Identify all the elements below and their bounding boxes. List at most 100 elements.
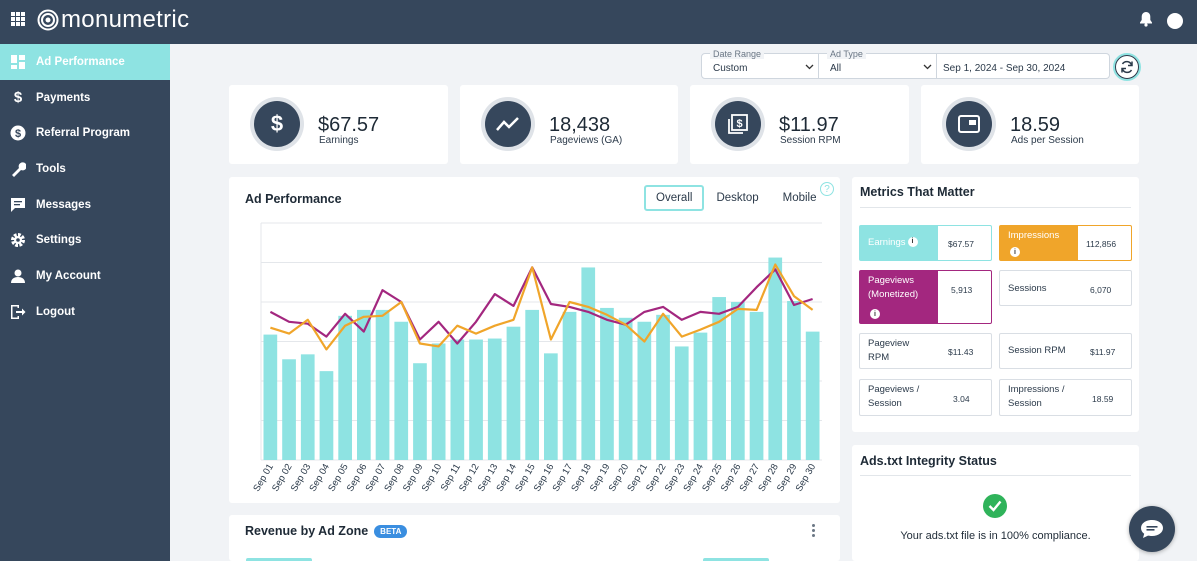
date-range-value: Custom	[713, 63, 748, 74]
kpi-value: 18.59	[1010, 114, 1061, 136]
user-icon	[10, 268, 26, 284]
sidebar-item-settings[interactable]: Settings	[0, 222, 170, 258]
zone-tab-indicator[interactable]	[246, 558, 312, 561]
tab-overall[interactable]: Overall	[644, 185, 705, 211]
kpi-value: 18,438	[549, 114, 611, 136]
date-range-select[interactable]: Date Range Custom	[701, 50, 819, 79]
sidebar-item-tools[interactable]: Tools	[0, 151, 170, 187]
chart-bar	[712, 297, 726, 460]
kpi-label: Pageviews (GA)	[550, 135, 623, 146]
revenue-by-zone-title: Revenue by Ad Zone BETA	[245, 524, 408, 539]
sidebar-item-label: Payments	[36, 91, 91, 104]
chart-bar	[319, 371, 334, 460]
chart-bar	[338, 315, 352, 460]
metric-earnings: Earnings i $67.57	[859, 225, 992, 261]
ad-type-value: All	[830, 63, 842, 74]
chart-bar	[731, 302, 745, 460]
kpi-icon-circle	[481, 97, 535, 151]
metric-value: 112,856	[1086, 239, 1117, 249]
kpi-card-session-rpm: $ $11.97 Session RPM	[690, 85, 909, 164]
ads-txt-divider	[860, 475, 1131, 476]
sidebar-item-referral-program[interactable]: $ Referral Program	[0, 115, 170, 151]
sidebar-item-label: Referral Program	[36, 127, 130, 140]
chevron-down-icon	[923, 64, 932, 70]
kpi-label: Session RPM	[780, 135, 841, 146]
metric-label: Pageviews / Session	[868, 384, 920, 409]
sidebar-item-my-account[interactable]: My Account	[0, 258, 170, 294]
tab-desktop[interactable]: Desktop	[716, 192, 759, 204]
refresh-button[interactable]	[1115, 55, 1139, 79]
chart-bar	[805, 331, 820, 460]
zone-toggle-indicator[interactable]	[703, 558, 769, 561]
metric-value: 6,070	[1090, 285, 1112, 295]
referral-icon: $	[10, 125, 26, 141]
chart-bar	[618, 317, 633, 460]
metric-sessions: Sessions 6,070	[999, 270, 1132, 306]
refresh-focus-ring	[1113, 53, 1141, 81]
chart-bar	[506, 326, 521, 460]
chat-launcher-button[interactable]	[1129, 506, 1175, 552]
sidebar-item-messages[interactable]: Messages	[0, 187, 170, 223]
date-picker-input[interactable]: Sep 1, 2024 - Sep 30, 2024	[937, 53, 1110, 79]
kpi-label: Earnings	[319, 135, 359, 146]
device-tabs: Overall Desktop Mobile	[644, 185, 829, 211]
date-range-text: Sep 1, 2024 - Sep 30, 2024	[943, 63, 1066, 74]
money-stack-icon: $	[728, 114, 748, 134]
beta-badge: BETA	[374, 525, 408, 539]
help-icon[interactable]: ?	[820, 182, 834, 196]
more-options-icon[interactable]	[812, 524, 816, 539]
ads-txt-message: Your ads.txt file is in 100% compliance.	[900, 530, 1091, 542]
chart-bar	[263, 334, 278, 460]
chart-bar	[357, 309, 371, 460]
kpi-icon-circle: $	[711, 97, 765, 151]
metric-impressions-per-session: Impressions / Session 18.59	[999, 379, 1132, 416]
metric-value: 18.59	[1092, 394, 1114, 404]
metric-label: Pageview RPM	[868, 338, 910, 363]
chart-bar	[768, 257, 783, 460]
sidebar-item-label: Tools	[36, 162, 66, 175]
svg-text:$: $	[736, 118, 742, 130]
brand-logo[interactable]: monumetric	[37, 6, 189, 34]
check-circle-icon	[983, 494, 1007, 518]
kpi-card-ads-per-session: 18.59 Ads per Session	[921, 85, 1139, 164]
metric-session-rpm: Session RPM $11.97	[999, 333, 1132, 369]
kpi-value: $67.57	[318, 114, 380, 136]
top-bar: monumetric	[0, 0, 1197, 44]
chart-bar	[282, 359, 296, 460]
chart-bar	[300, 354, 315, 460]
metric-label: Sessions	[1008, 283, 1047, 294]
tab-mobile[interactable]: Mobile	[782, 192, 817, 204]
chart-bar	[562, 311, 577, 460]
earnings-swatch	[860, 226, 938, 260]
svg-text:$: $	[15, 128, 21, 140]
avatar[interactable]	[1167, 13, 1183, 29]
logo-mark-icon	[37, 9, 59, 31]
brand-name: monumetric	[61, 6, 190, 33]
sidebar-item-payments[interactable]: $ Payments	[0, 80, 170, 116]
chart-bar	[581, 267, 596, 460]
info-icon[interactable]: i	[870, 309, 880, 319]
metric-pageviews-per-session: Pageviews / Session 3.04	[859, 379, 992, 416]
chart-series-line	[269, 266, 813, 345]
sidebar-item-logout[interactable]: Logout	[0, 294, 170, 330]
metric-pageviews-monetized: Pageviews (Monetized) i 5,913	[859, 270, 992, 324]
kpi-icon-circle	[942, 97, 996, 151]
apps-grid-icon[interactable]	[11, 12, 25, 26]
kpi-value: $11.97	[779, 114, 839, 136]
info-icon[interactable]: i	[1010, 247, 1020, 257]
bell-icon[interactable]	[1139, 11, 1153, 27]
chart-bar	[787, 301, 801, 460]
metric-label: Pageviews (Monetized)	[868, 275, 919, 300]
chat-bubble-icon	[1141, 520, 1163, 538]
chart-bar	[637, 321, 652, 460]
chart-bar	[394, 321, 409, 460]
ad-type-select[interactable]: Ad Type All	[819, 50, 937, 79]
info-icon[interactable]: i	[907, 237, 918, 248]
metric-label: Session RPM	[1008, 345, 1066, 356]
sidebar-item-ad-performance[interactable]: Ad Performance	[0, 44, 170, 80]
trend-icon	[496, 117, 519, 131]
metric-value: 3.04	[953, 394, 970, 404]
metric-value: $11.97	[1090, 347, 1116, 357]
sidebar-item-label: Settings	[36, 234, 82, 247]
